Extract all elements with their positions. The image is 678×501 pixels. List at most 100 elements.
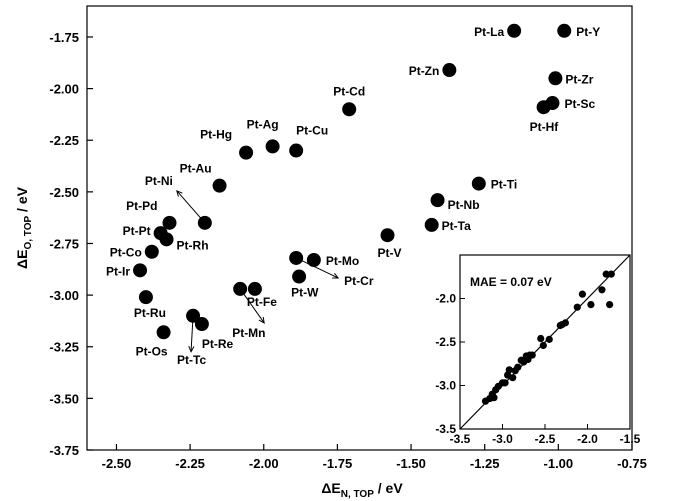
point-labels: Pt-La Pt-Y Pt-Zn Pt-Zr Pt-Sc Pt-Hf Pt-Cd Pt-Ag P… <box>106 25 600 367</box>
label-pt-hg: Pt-Hg <box>200 128 232 142</box>
y-tick-label: -2.75 <box>49 236 79 251</box>
point-pt-y <box>557 23 572 38</box>
arrow-pt-cr <box>295 257 339 279</box>
inset-mae-annotation: MAE = 0.07 eV <box>470 275 552 289</box>
x-tick-label: -2.50 <box>102 456 132 471</box>
point-pt-w <box>292 269 307 284</box>
label-pt-rh: Pt-Rh <box>177 238 209 252</box>
plot-frame <box>86 5 633 451</box>
inset-point <box>607 270 615 278</box>
label-pt-au: Pt-Au <box>180 162 212 176</box>
y-tick-label: -1.75 <box>49 30 79 45</box>
inset-y-tick-label: -3.0 <box>435 379 456 393</box>
inset-y-tick-label: -2.0 <box>435 292 456 306</box>
y-axis-title-unit: / eV <box>14 186 30 215</box>
x-tick-label: -2.00 <box>249 456 279 471</box>
inset-point <box>545 335 553 343</box>
point-pt-os <box>156 325 171 340</box>
point-pt-ru <box>138 290 153 305</box>
inset-x-tick-label: -1.5 <box>620 432 641 446</box>
inset-point <box>539 341 547 350</box>
inset-point <box>587 300 595 309</box>
arrow-head-pt-mn <box>258 316 265 324</box>
x-tick-label: -0.75 <box>617 456 647 471</box>
label-pt-y: Pt-Y <box>576 25 600 39</box>
label-pt-pd: Pt-Pd <box>126 199 157 213</box>
x-axis-title-main: ΔE <box>321 480 340 496</box>
x-axis-title: ΔEN, TOP / eV <box>321 480 403 500</box>
label-pt-ti: Pt-Ti <box>491 178 517 192</box>
inset-point <box>492 386 500 394</box>
y-axis-title: ΔEO, TOP / eV <box>14 186 34 269</box>
point-pt-zn <box>442 63 457 78</box>
point-pt-cd <box>342 102 357 117</box>
point-pt-au <box>212 178 227 193</box>
inset-point <box>537 334 545 343</box>
inset-y-axis: -3.5 -3.0 -2.5 -2.0 <box>435 292 465 436</box>
inset-x-tick-label: -3.5 <box>450 432 471 446</box>
x-tick-label: -1.50 <box>396 456 426 471</box>
inset-point <box>606 300 614 309</box>
label-pt-co: Pt-Co <box>110 246 142 260</box>
label-pt-zr: Pt-Zr <box>565 72 593 86</box>
y-tick-label: -2.25 <box>49 133 79 148</box>
inset-y-tick-label: -3.5 <box>435 422 456 436</box>
inset-plot: -3.5 -3.0 -2.5 -2.0 -1.5 -3.5 -3.0 -2.5 -2.0 MA… <box>435 254 641 446</box>
y-tick-label: -2.00 <box>49 82 79 97</box>
label-pt-nb: Pt-Nb <box>448 198 480 212</box>
inset-point <box>522 352 530 360</box>
label-pt-mn: Pt-Mn <box>232 326 265 340</box>
y-axis: -1.75 -2.00 -2.25 -2.50 -2.75 -3.00 -3.25 -3.50… <box>49 30 93 458</box>
label-pt-pt: Pt-Pt <box>123 224 151 238</box>
label-pt-hf: Pt-Hf <box>530 120 560 134</box>
point-pt-rh <box>159 232 174 247</box>
label-pt-ta: Pt-Ta <box>442 219 471 233</box>
label-pt-mo: Pt-Mo <box>326 254 359 268</box>
arrows <box>176 189 340 353</box>
x-axis-title-sub: N, TOP <box>341 489 374 500</box>
point-pt-mn <box>233 281 248 296</box>
label-pt-tc: Pt-Tc <box>177 353 206 367</box>
point-pt-ta <box>424 217 439 232</box>
y-axis-title-sub: O, TOP <box>23 216 34 250</box>
point-pt-cu <box>289 143 304 158</box>
main-plot: -2.50 -2.25 -2.00 -1.75 -1.50 -1.25 -1.00 -0.75… <box>14 5 647 500</box>
inset-y-tick-label: -2.5 <box>435 335 456 349</box>
label-pt-fe: Pt-Fe <box>247 295 277 309</box>
label-pt-ru: Pt-Ru <box>134 306 166 320</box>
point-pt-pd <box>162 215 177 230</box>
inset-point <box>486 394 494 403</box>
arrow-pt-ni <box>176 190 206 224</box>
label-pt-os: Pt-Os <box>136 344 168 358</box>
label-pt-w: Pt-W <box>291 286 319 300</box>
label-pt-cu: Pt-Cu <box>296 124 328 138</box>
point-pt-hf <box>536 100 551 115</box>
x-axis: -2.50 -2.25 -2.00 -1.75 -1.50 -1.25 -1.00 -0.75 <box>102 444 647 471</box>
x-tick-label: -1.25 <box>470 456 500 471</box>
inset-x-tick-label: -3.0 <box>492 432 513 446</box>
inset-x-axis: -3.5 -3.0 -2.5 -2.0 -1.5 <box>450 424 641 446</box>
label-pt-cr: Pt-Cr <box>344 274 374 288</box>
point-pt-zr <box>548 71 563 86</box>
point-pt-fe <box>247 281 262 296</box>
label-pt-ag: Pt-Ag <box>247 117 279 131</box>
inset-x-tick-label: -2.0 <box>577 432 598 446</box>
x-tick-label: -1.00 <box>544 456 574 471</box>
x-tick-label: -2.25 <box>175 456 205 471</box>
inset-point <box>578 290 587 298</box>
inset-data-points <box>481 270 615 405</box>
label-pt-v: Pt-V <box>377 246 401 260</box>
point-pt-ni <box>197 215 212 230</box>
arrow-head-pt-tc <box>188 346 195 353</box>
point-pt-cr <box>289 250 304 265</box>
label-pt-ni: Pt-Ni <box>145 174 173 188</box>
label-pt-zn: Pt-Zn <box>409 64 440 78</box>
point-pt-mo <box>306 253 321 268</box>
point-pt-re <box>194 317 209 332</box>
y-tick-label: -3.00 <box>49 288 79 303</box>
label-pt-re: Pt-Re <box>202 337 234 351</box>
point-pt-nb <box>430 193 445 208</box>
point-pt-ir <box>133 263 148 278</box>
y-tick-label: -3.75 <box>49 443 79 458</box>
inset-point <box>573 303 581 311</box>
